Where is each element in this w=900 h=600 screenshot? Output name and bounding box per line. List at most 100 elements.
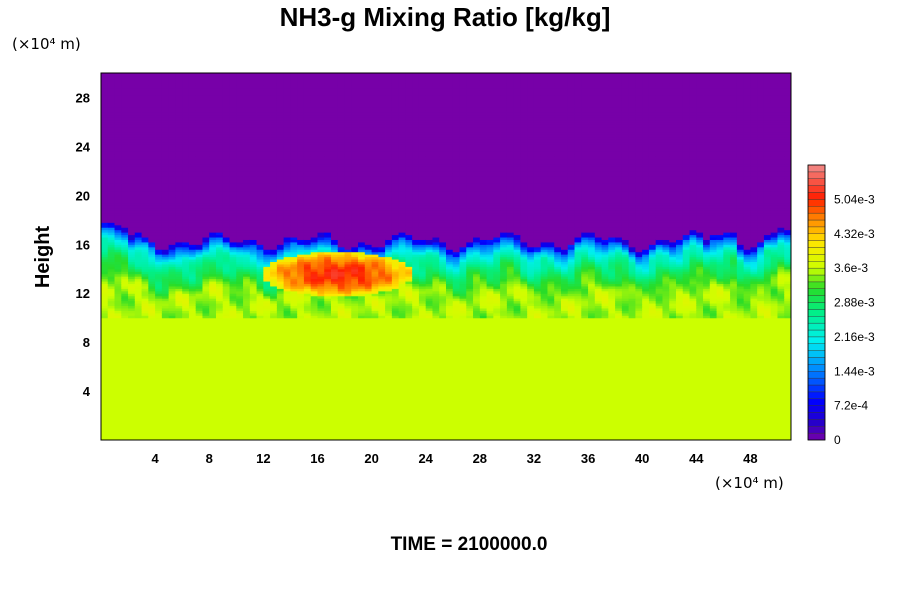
heatmap-cell xyxy=(148,366,156,370)
heatmap-cell xyxy=(202,141,210,145)
heatmap-cell xyxy=(101,278,109,282)
heatmap-cell xyxy=(101,276,109,280)
heatmap-cell xyxy=(188,170,197,174)
heatmap-cell xyxy=(216,197,224,201)
heatmap-cell xyxy=(175,134,183,138)
heatmap-cell xyxy=(175,217,183,221)
heatmap-cell xyxy=(141,359,149,363)
heatmap-cell xyxy=(188,236,197,240)
heatmap-cell xyxy=(155,163,163,167)
heatmap-cell xyxy=(168,288,177,292)
heatmap-cell xyxy=(195,146,204,150)
heatmap-cell xyxy=(148,398,156,402)
heatmap-cell xyxy=(202,97,210,101)
heatmap-cell xyxy=(216,214,224,218)
heatmap-cell xyxy=(209,119,217,123)
heatmap-cell xyxy=(195,410,204,414)
heatmap-cell xyxy=(195,351,204,355)
heatmap-cell xyxy=(216,114,224,118)
heatmap-cell xyxy=(182,170,190,174)
heatmap-cell xyxy=(168,121,177,125)
heatmap-cell xyxy=(202,393,210,397)
heatmap-cell xyxy=(155,156,163,160)
heatmap-cell xyxy=(216,410,224,414)
heatmap-cell xyxy=(209,381,217,385)
heatmap-cell xyxy=(222,261,231,265)
heatmap-cell xyxy=(222,75,231,79)
heatmap-cell xyxy=(222,273,231,277)
heatmap-cell xyxy=(161,143,170,147)
heatmap-cell xyxy=(141,263,149,267)
heatmap-cell xyxy=(121,168,129,172)
heatmap-cell xyxy=(114,112,122,116)
heatmap-cell xyxy=(134,334,143,338)
heatmap-cell xyxy=(161,80,170,84)
heatmap-cell xyxy=(168,332,177,336)
heatmap-cell xyxy=(216,119,224,123)
heatmap-cell xyxy=(222,366,231,370)
heatmap-cell xyxy=(229,420,237,424)
heatmap-cell xyxy=(114,97,122,101)
heatmap-cell xyxy=(216,92,224,96)
heatmap-cell xyxy=(107,241,116,245)
heatmap-cell xyxy=(222,386,231,390)
heatmap-cell xyxy=(114,90,122,94)
heatmap-cell xyxy=(141,386,149,390)
heatmap-cell xyxy=(168,207,177,211)
heatmap-cell xyxy=(182,173,190,177)
heatmap-cell xyxy=(148,75,156,79)
heatmap-cell xyxy=(128,381,136,385)
heatmap-cell xyxy=(222,163,231,167)
heatmap-cell xyxy=(155,121,163,125)
heatmap-cell xyxy=(155,246,163,250)
heatmap-cell xyxy=(175,425,183,429)
heatmap-cell xyxy=(128,75,136,79)
heatmap-cell xyxy=(121,192,129,196)
heatmap-cell xyxy=(141,143,149,147)
heatmap-cell xyxy=(202,280,210,285)
heatmap-cell xyxy=(121,210,129,214)
heatmap-cell xyxy=(161,285,170,289)
heatmap-cell xyxy=(101,332,109,336)
heatmap-cell xyxy=(188,109,197,113)
heatmap-cell xyxy=(148,251,156,255)
heatmap-cell xyxy=(161,322,170,326)
heatmap-cell xyxy=(168,312,177,316)
heatmap-cell xyxy=(148,165,156,170)
heatmap-cell xyxy=(134,263,143,267)
heatmap-cell xyxy=(141,332,149,336)
heatmap-cell xyxy=(216,413,224,417)
heatmap-cell xyxy=(216,158,224,162)
heatmap-cell xyxy=(134,285,143,289)
heatmap-cell xyxy=(161,190,170,194)
heatmap-cell xyxy=(101,75,109,79)
heatmap-cell xyxy=(101,109,109,113)
heatmap-cell xyxy=(195,200,204,204)
heatmap-cell xyxy=(161,219,170,223)
heatmap-cell xyxy=(101,146,109,150)
heatmap-cell xyxy=(175,283,183,287)
heatmap-cell xyxy=(188,148,197,152)
heatmap-cell xyxy=(168,268,177,272)
heatmap-cell xyxy=(141,388,149,392)
heatmap-cell xyxy=(202,236,210,240)
heatmap-cell xyxy=(161,104,170,108)
heatmap-cell xyxy=(216,246,224,250)
heatmap-cell xyxy=(121,129,129,133)
heatmap-cell xyxy=(182,388,190,392)
heatmap-cell xyxy=(134,224,143,228)
heatmap-cell xyxy=(202,295,210,299)
heatmap-cell xyxy=(107,408,116,412)
heatmap-cell xyxy=(141,344,149,348)
heatmap-cell xyxy=(168,126,177,130)
heatmap-cell xyxy=(188,388,197,392)
heatmap-cell xyxy=(128,398,136,402)
heatmap-cell xyxy=(134,151,143,155)
heatmap-cell xyxy=(128,205,136,209)
heatmap-cell xyxy=(175,95,183,99)
heatmap-cell xyxy=(101,99,109,103)
heatmap-cell xyxy=(216,190,224,194)
heatmap-cell xyxy=(155,329,163,333)
heatmap-cell xyxy=(101,273,109,277)
heatmap-cell xyxy=(155,234,163,238)
